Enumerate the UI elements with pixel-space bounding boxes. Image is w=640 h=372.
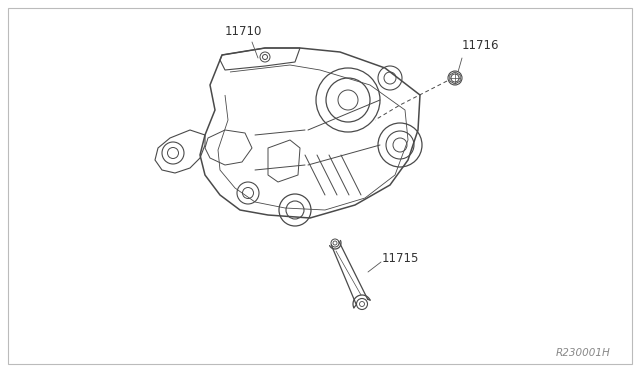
- Text: 11716: 11716: [462, 39, 499, 52]
- Text: 11715: 11715: [382, 251, 419, 264]
- Text: R230001H: R230001H: [556, 348, 610, 358]
- Text: 11710: 11710: [224, 25, 262, 38]
